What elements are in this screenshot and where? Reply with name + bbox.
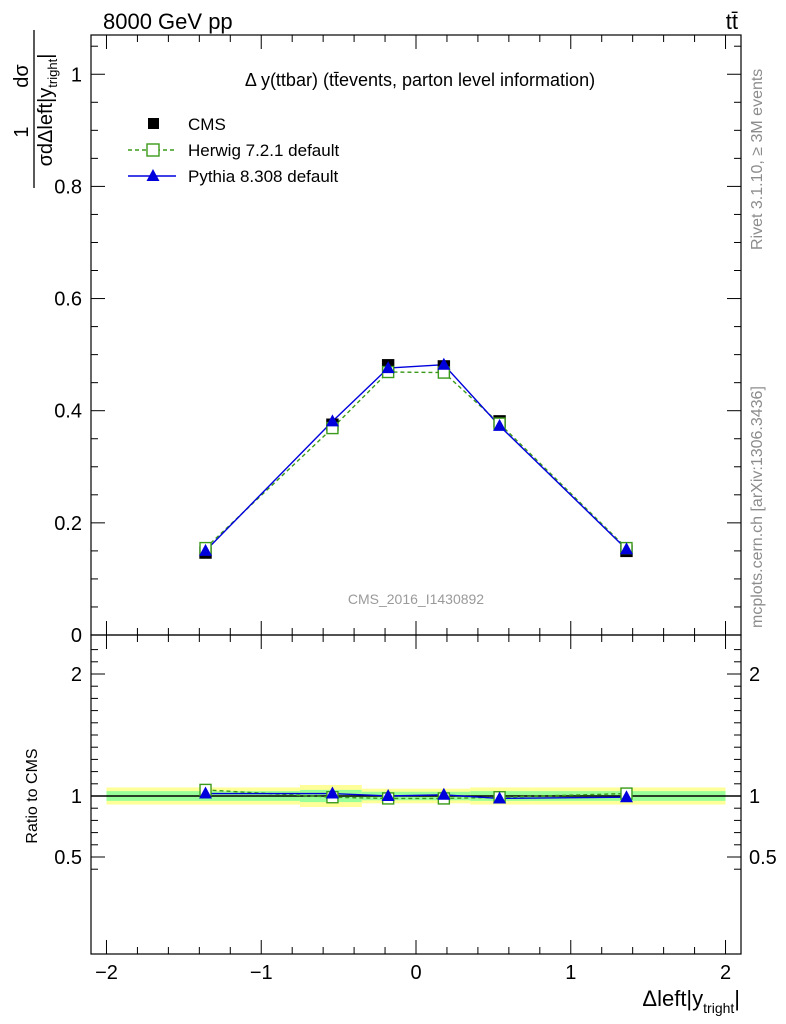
chart-title: Δ y(ttbar) (tt̄events, parton level info… [245,70,595,90]
pythia-point [381,361,395,374]
pythia-point [437,357,451,370]
ratio-y-tick-label-right: 1 [749,786,760,808]
ratio-herwig-line [205,789,627,800]
ratio-y-axis-label: Ratio to CMS [24,748,41,843]
ratio-y-ticks: 0.5 0.5 1 1 2 2 [54,649,777,870]
main-panel: 0 0.2 0.4 0.6 0.8 1 Δ y(ttbar) (tt̄events, pa… [11,30,742,647]
x-tick-label: 1 [565,962,576,984]
ratio-pythia-point [437,787,451,800]
ylabel-dsigma: dσ [11,64,33,88]
ratio-series-group [199,783,633,805]
main-y-ticks: 0 0.2 0.4 0.6 0.8 1 [54,45,741,647]
legend-cms-label: CMS [188,115,226,134]
ratio-y-tick-label-right: 0.5 [749,847,777,869]
ratio-panel: 0.5 0.5 1 1 2 2 −2 −1 0 1 2 Ratio to CMS Δleft|yt… [24,634,777,1016]
ratio-pythia-line [205,792,627,800]
legend-cms-marker [148,118,159,129]
ratio-y-tick-label-right: 2 [749,664,760,686]
x-tick-label: −2 [95,962,118,984]
main-y-tick-label: 0.4 [54,401,82,423]
ratio-x-ticks: −2 −1 0 1 2 [95,635,731,984]
pythia-point [199,543,213,556]
ratio-pythia-point [619,790,633,803]
legend-pythia-marker [146,169,160,181]
x-axis-label: Δleft|ytright| [642,986,740,1016]
legend-herwig-marker [146,143,160,157]
ratio-y-tick-label: 0.5 [54,847,82,869]
legend-pythia-label: Pythia 8.308 default [188,167,339,186]
herwig-line [205,371,627,549]
x-tick-label: 0 [410,962,421,984]
main-y-axis-label: 1 dσ σdΔleft|ytright| [11,30,60,188]
legend: CMS Herwig 7.2.1 default Pythia 8.308 de… [128,115,339,186]
main-y-tick-label: 0.6 [54,289,82,311]
analysis-label: CMS_2016_I1430892 [348,591,484,607]
ratio-pythia-point [493,791,507,804]
x-tick-label: −1 [250,962,273,984]
main-y-tick-label: 1 [71,64,82,86]
ratio-y-tick-label: 1 [71,786,82,808]
ratio-pythia-point [325,786,339,799]
pythia-line [205,364,627,552]
main-y-tick-label: 0.8 [54,176,82,198]
ylabel-denominator: σdΔleft|ytright| [35,54,60,167]
process-label: tt̄ [726,9,738,34]
ratio-y-tick-label: 2 [71,664,82,686]
main-y-tick-label: 0 [71,625,82,647]
ratio-pythia-point [199,786,213,799]
pythia-point [493,418,507,431]
mcplots-label: mcplots.cern.ch [arXiv:1306.3436] [749,386,766,628]
pythia-point [325,414,339,427]
ratio-pythia-point [381,789,395,801]
ylabel-one: 1 [11,126,33,137]
main-x-ticks [105,35,727,635]
pythia-point [619,542,633,555]
main-series-group [199,357,633,559]
rivet-label: Rivet 3.1.10, ≥ 3M events [749,69,766,250]
main-y-tick-label: 0.2 [54,513,82,535]
legend-herwig-label: Herwig 7.2.1 default [188,141,339,160]
energy-label: 8000 GeV pp [103,9,233,34]
x-tick-label: 2 [720,962,731,984]
